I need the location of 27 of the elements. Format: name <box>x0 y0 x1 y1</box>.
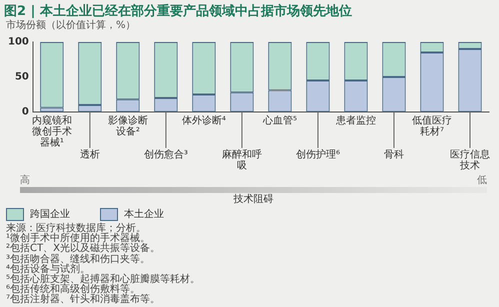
x-tick-label: 麻醉和呼吸 <box>222 148 262 172</box>
y-tick-label: 0 <box>22 106 29 118</box>
text: ³包括吻合器、缝线和伤口夹等。 <box>6 254 152 265</box>
chart-title: 图2 | 本土企业已经在部分重要产品领域中占据市场领先地位 <box>3 2 353 20</box>
text: ⁴包括设备与试剂。 <box>6 264 90 275</box>
x-tick-label: 医疗信息技术 <box>450 148 490 172</box>
text: 低 <box>477 175 487 186</box>
text: 技术阻碍 <box>232 194 274 205</box>
legend-label: 跨国企业 <box>30 208 70 221</box>
x-tick-label: 骨科 <box>384 148 404 161</box>
x-tick-label: 创伤护理⁶ <box>296 148 340 161</box>
text: ⁷包括注射器、针头和消毒盖布等。 <box>6 294 162 306</box>
x-tick-label: 透析 <box>80 148 100 161</box>
y-tick-label: 50 <box>14 72 29 83</box>
legend-label: 本土企业 <box>124 208 164 221</box>
x-tick-label: 低值医疗耗材⁷ <box>412 114 452 138</box>
text: 高 <box>20 175 30 186</box>
y-axis-title: 市场份额（以价值计算，%） <box>5 20 137 32</box>
text: ²包括CT、X光以及磁共振等设备。 <box>6 243 161 254</box>
x-tick-label: 心血管⁵ <box>262 114 297 127</box>
y-tick-label: 100 <box>8 36 29 48</box>
x-tick-label: 患者监控 <box>334 114 376 127</box>
x-tick-label: 内窥镜和微创手术器械¹ <box>32 114 72 149</box>
source-note: 来源：医疗科技数据库；分析。 <box>6 223 147 234</box>
x-tick-label: 体外诊断⁴ <box>182 114 226 127</box>
x-tick-label: 创伤愈合³ <box>144 148 188 161</box>
x-tick-label: 影像诊断设备² <box>108 114 148 138</box>
